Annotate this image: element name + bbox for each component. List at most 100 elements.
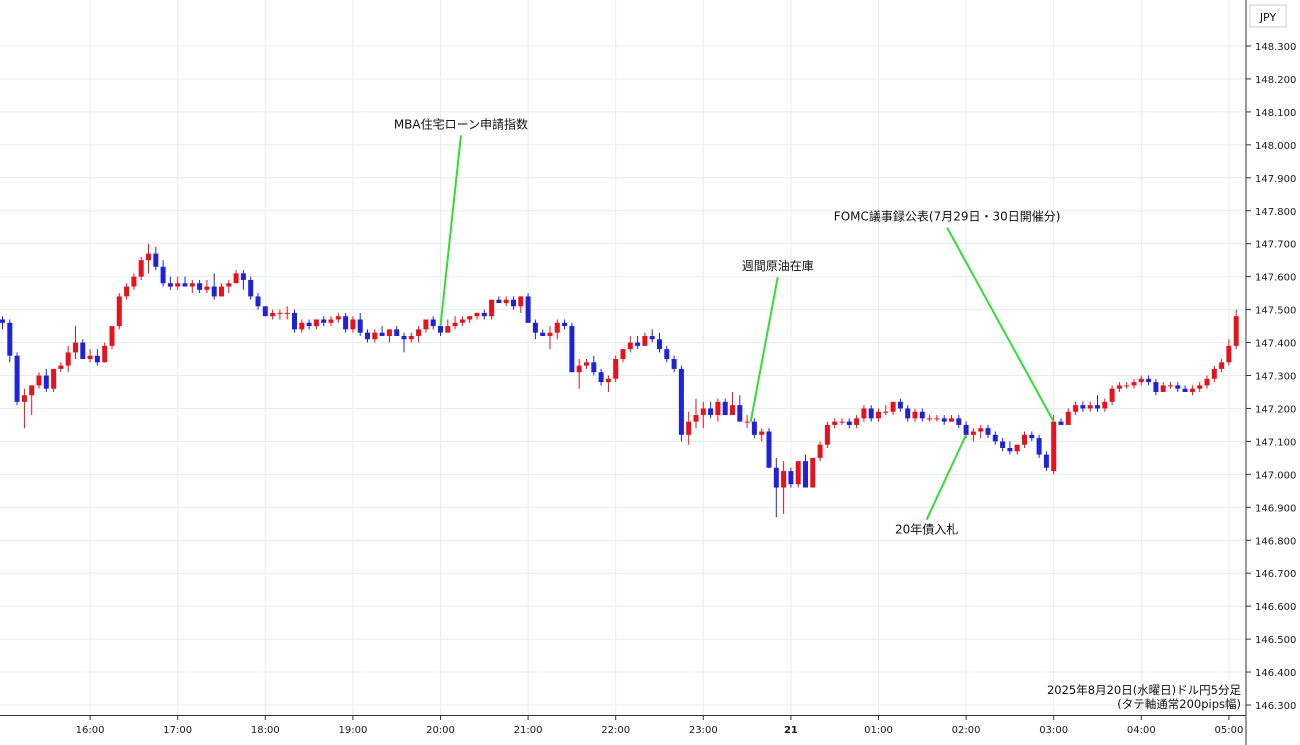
candle-body	[584, 362, 589, 366]
x-tick-label: 19:00	[338, 725, 367, 736]
candle-body	[299, 322, 305, 330]
candle-body	[102, 345, 108, 363]
candle-body	[554, 322, 560, 333]
candle-body	[255, 296, 261, 307]
candle-body	[949, 418, 954, 422]
candle-body	[803, 461, 808, 488]
candle-body	[357, 319, 363, 333]
candle-body	[730, 405, 735, 416]
y-tick-label: 147.300	[1255, 372, 1296, 383]
candle-body	[1168, 385, 1173, 387]
candle-body	[897, 401, 903, 409]
candle-body	[292, 312, 297, 330]
candle-body	[810, 457, 816, 488]
candle-body	[1022, 434, 1027, 445]
candle-body	[985, 428, 991, 435]
y-tick-label: 146.600	[1255, 602, 1296, 613]
x-tick-label: 23:00	[689, 725, 718, 736]
candle-body	[233, 273, 239, 284]
candle-body	[657, 339, 662, 350]
annotation-leader-line	[749, 276, 779, 422]
y-tick-label: 147.600	[1255, 273, 1296, 284]
candle-body	[1080, 405, 1086, 409]
x-tick-label: 03:00	[1039, 725, 1068, 736]
candle-body	[489, 299, 495, 317]
candle-body	[503, 299, 509, 304]
y-tick-label: 146.700	[1255, 569, 1296, 580]
candle-body	[1204, 378, 1210, 386]
candle-body	[708, 408, 714, 416]
candle-body	[1219, 362, 1225, 369]
candle-body	[43, 375, 49, 389]
candle-body	[1000, 441, 1006, 448]
candle-body	[189, 283, 195, 287]
candle-body	[1160, 385, 1166, 392]
candle-body	[1065, 411, 1071, 425]
y-axis-panel	[1246, 0, 1300, 745]
x-tick-label: 16:00	[76, 725, 105, 736]
candle-body	[627, 342, 633, 350]
annotation-leader-line	[439, 135, 462, 327]
candle-body	[635, 342, 641, 346]
y-tick-label: 146.900	[1255, 503, 1296, 514]
candle-body	[313, 319, 319, 327]
y-tick-label: 148.100	[1255, 108, 1296, 119]
candle-body	[36, 375, 42, 386]
candle-body	[350, 319, 356, 330]
candle-body	[664, 349, 670, 360]
candle-body	[1197, 385, 1203, 389]
candle-body	[1189, 388, 1195, 392]
candle-body	[693, 415, 699, 422]
candle-body	[1116, 385, 1122, 389]
candle-body	[7, 322, 13, 356]
y-tick-label: 147.900	[1255, 174, 1296, 185]
candle-body	[839, 421, 845, 423]
candle-body	[832, 421, 838, 425]
candle-body	[262, 306, 268, 317]
candle-body	[430, 319, 436, 327]
candle-body	[605, 378, 611, 383]
candle-body	[759, 431, 765, 435]
candle-body	[781, 471, 787, 488]
candle-body	[868, 408, 874, 419]
candle-body	[511, 299, 516, 307]
candle-body	[335, 316, 341, 320]
candle-body	[700, 408, 706, 416]
candle-body	[540, 332, 546, 336]
candle-body	[562, 322, 568, 327]
grid	[0, 0, 1246, 715]
candle-body	[372, 332, 378, 340]
candle-body	[160, 266, 166, 284]
candle-body	[365, 332, 370, 340]
candle-body	[591, 362, 597, 373]
candle-body	[94, 355, 100, 363]
annotation-label: 20年債入札	[895, 522, 958, 537]
candle-body	[824, 424, 830, 445]
x-tick-label: 18:00	[251, 725, 280, 736]
candle-body	[416, 329, 422, 336]
candle-body	[452, 322, 458, 327]
candle-body	[686, 421, 692, 435]
candle-body	[934, 418, 940, 420]
candle-body	[248, 279, 254, 297]
currency-label: JPY	[1259, 11, 1277, 24]
annotation-leader-line	[946, 227, 1055, 423]
footer-line-2: (タテ軸通常200pips幅)	[1117, 697, 1241, 711]
x-tick-label: 01:00	[864, 725, 893, 736]
candle-body	[919, 411, 925, 419]
candle-body	[445, 326, 451, 333]
candle-body	[240, 273, 246, 280]
candle-body	[182, 283, 188, 287]
candle-body	[846, 421, 852, 425]
candle-body	[671, 359, 677, 369]
candle-body	[1051, 421, 1057, 472]
candle-body	[1087, 405, 1093, 409]
candle-body	[1226, 345, 1232, 363]
candle-body	[379, 332, 385, 336]
candle-body	[343, 316, 349, 330]
x-tick-label: 17:00	[163, 725, 192, 736]
candle-body	[80, 342, 86, 360]
candle-body	[1014, 444, 1020, 452]
